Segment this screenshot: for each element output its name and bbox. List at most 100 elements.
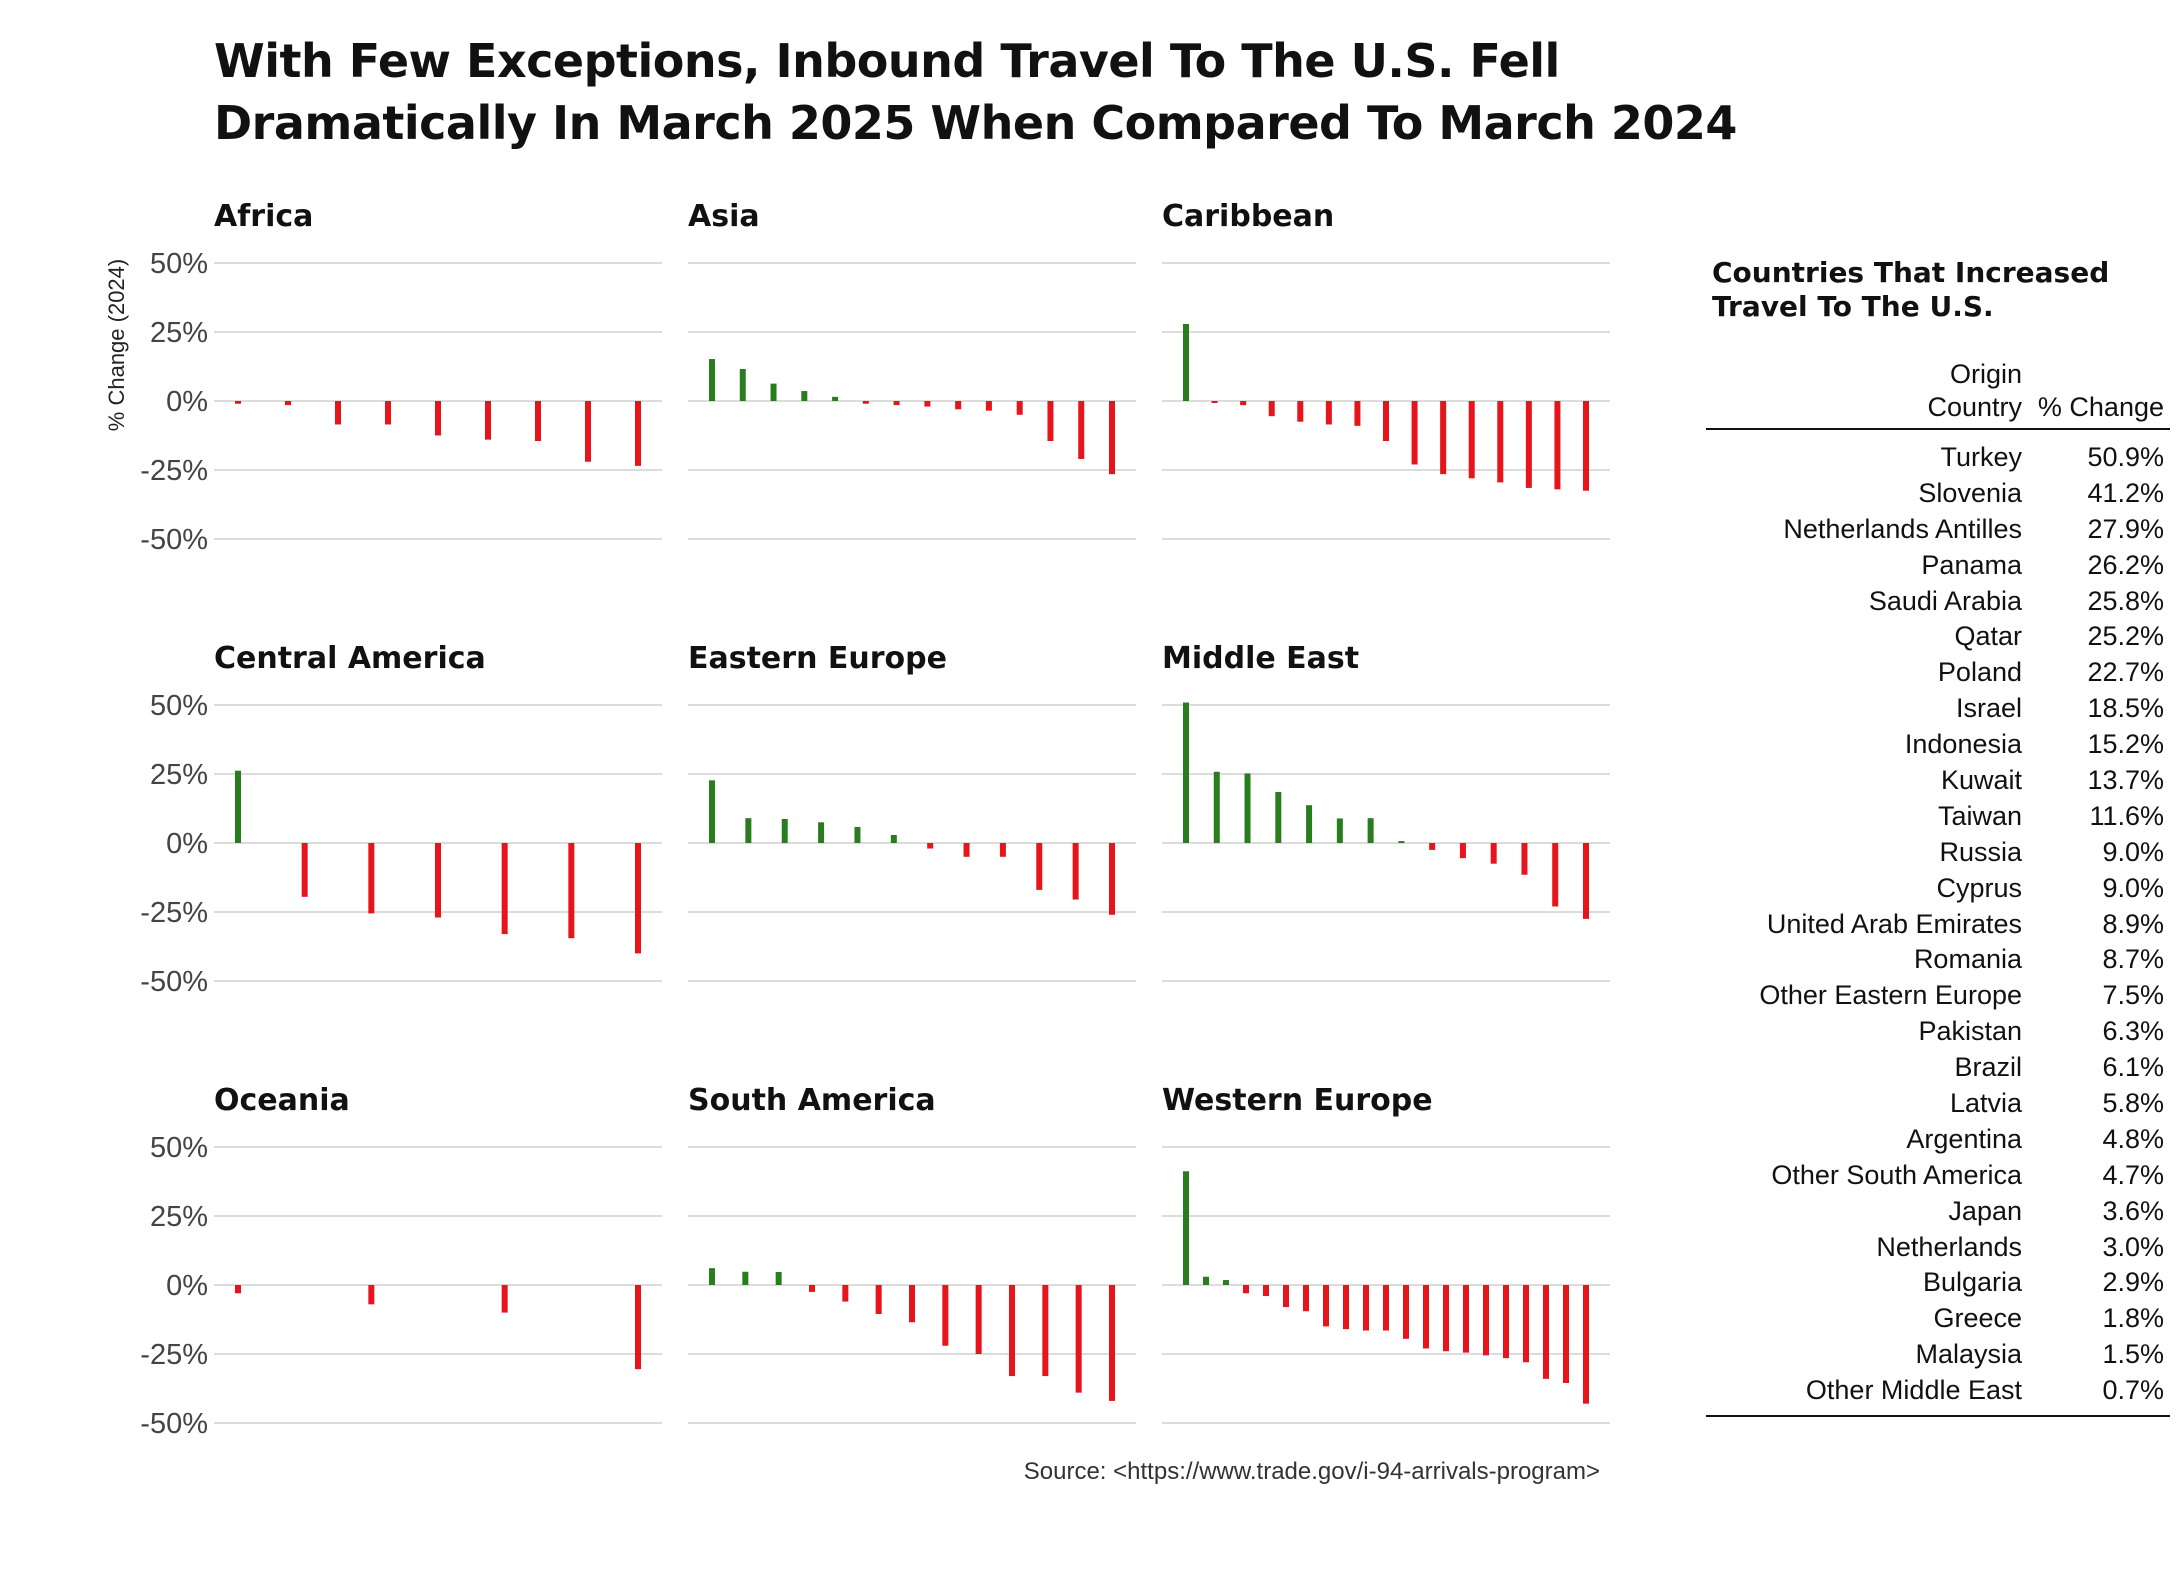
bar-middle-east	[1213, 771, 1220, 843]
panel-title-south-america: South America	[688, 1083, 936, 1118]
change-cell: 6.3%	[2102, 1016, 2164, 1047]
country-cell: Bulgaria	[1922, 1267, 2022, 1298]
bar-western-europe	[1583, 1285, 1589, 1404]
bar-south-america	[942, 1285, 949, 1346]
bar-western-europe	[1543, 1285, 1549, 1379]
country-cell: Latvia	[1949, 1088, 2022, 1119]
bar-asia	[1016, 401, 1023, 415]
bar-asia	[893, 401, 900, 406]
bar-caribbean	[1211, 401, 1218, 403]
country-cell: Pakistan	[1918, 1016, 2022, 1047]
change-cell: 7.5%	[2102, 980, 2164, 1011]
table-row: Latvia 5.8%	[1706, 1086, 2170, 1122]
bar-oceania	[235, 1285, 241, 1294]
table-row: Poland 22.7%	[1706, 655, 2170, 691]
bar-caribbean	[1297, 401, 1304, 422]
table-body: Turkey 50.9% Slovenia 41.2% Netherlands Anti…	[1706, 430, 2170, 1418]
bar-eastern-europe	[963, 843, 970, 857]
table-row: Argentina 4.8%	[1706, 1122, 2170, 1158]
bar-caribbean	[1554, 401, 1561, 490]
bar-africa	[235, 401, 241, 404]
bar-south-america	[1109, 1285, 1115, 1401]
bar-western-europe	[1243, 1285, 1249, 1294]
bar-western-europe	[1423, 1285, 1429, 1349]
bar-asia	[801, 391, 808, 401]
country-cell: Malaysia	[1915, 1339, 2022, 1370]
change-cell: 8.7%	[2102, 944, 2164, 975]
change-cell: 26.2%	[2087, 549, 2164, 580]
bar-central-america	[568, 843, 575, 939]
bar-south-america	[775, 1272, 782, 1285]
y-tick-label: -50%	[140, 524, 208, 556]
bar-western-europe	[1263, 1285, 1269, 1297]
y-tick-label: -50%	[140, 966, 208, 998]
bar-africa	[285, 401, 291, 406]
change-cell: 1.8%	[2102, 1303, 2164, 1334]
change-cell: 4.8%	[2102, 1123, 2164, 1154]
chart-title: With Few Exceptions, Inbound Travel To T…	[214, 30, 1737, 154]
bar-central-america	[368, 843, 375, 914]
change-cell: 3.0%	[2102, 1231, 2164, 1262]
table-title: Countries That Increased Travel To The U…	[1712, 256, 2152, 324]
bar-south-america	[1042, 1285, 1049, 1377]
bar-western-europe	[1343, 1285, 1349, 1330]
table-row: Qatar 25.2%	[1706, 619, 2170, 655]
bar-africa	[585, 401, 591, 462]
country-cell: Other Eastern Europe	[1759, 980, 2022, 1011]
bar-western-europe	[1403, 1285, 1409, 1339]
table-row: Greece 1.8%	[1706, 1301, 2170, 1337]
table-row: Netherlands Antilles 27.9%	[1706, 512, 2170, 548]
country-cell: Other Middle East	[1805, 1375, 2022, 1406]
country-cell: Panama	[1921, 549, 2022, 580]
bar-western-europe	[1463, 1285, 1469, 1353]
country-cell: Indonesia	[1904, 729, 2022, 760]
bar-asia	[709, 359, 715, 401]
country-cell: Kuwait	[1940, 765, 2022, 796]
table-row: Japan 3.6%	[1706, 1194, 2170, 1230]
bar-middle-east	[1244, 773, 1251, 843]
y-tick-label: 25%	[150, 317, 208, 349]
bar-caribbean	[1354, 401, 1361, 426]
change-cell: 6.1%	[2102, 1052, 2164, 1083]
bar-africa	[335, 401, 341, 425]
panel-title-western-europe: Western Europe	[1162, 1083, 1433, 1118]
bar-middle-east	[1367, 818, 1374, 843]
bar-western-europe	[1283, 1285, 1289, 1308]
increase-table: Origin Country % Change Turkey 50.9% Slove…	[1706, 356, 2170, 1418]
bar-south-america	[809, 1285, 815, 1292]
bar-south-america	[1009, 1285, 1015, 1377]
bar-western-europe	[1223, 1280, 1229, 1285]
change-cell: 9.0%	[2102, 872, 2164, 903]
bar-middle-east	[1552, 843, 1559, 907]
panel-title-central-america: Central America	[214, 641, 486, 676]
bar-caribbean	[1268, 401, 1275, 417]
panel-title-africa: Africa	[214, 199, 313, 234]
bar-africa	[435, 401, 441, 436]
table-row: Saudi Arabia 25.8%	[1706, 584, 2170, 620]
table-row: Israel 18.5%	[1706, 691, 2170, 727]
bar-middle-east	[1275, 791, 1282, 843]
bar-middle-east	[1583, 843, 1589, 919]
bar-western-europe	[1323, 1285, 1329, 1327]
country-cell: Other South America	[1771, 1159, 2022, 1190]
change-cell: 2.9%	[2102, 1267, 2164, 1298]
bar-middle-east	[1521, 843, 1528, 875]
bar-africa	[535, 401, 541, 442]
change-cell: 4.7%	[2102, 1159, 2164, 1190]
change-cell: 41.2%	[2087, 477, 2164, 508]
bar-caribbean	[1497, 401, 1504, 483]
y-tick-label: 25%	[150, 759, 208, 791]
bar-central-america	[235, 770, 241, 843]
y-tick-label: 50%	[150, 690, 208, 722]
table-row: Turkey 50.9%	[1706, 440, 2170, 476]
panel-title-oceania: Oceania	[214, 1083, 350, 1118]
table-row: Romania 8.7%	[1706, 942, 2170, 978]
bar-caribbean	[1525, 401, 1532, 488]
change-cell: 9.0%	[2102, 836, 2164, 867]
y-tick-label: 0%	[166, 828, 208, 860]
bar-south-america	[975, 1285, 982, 1354]
bar-middle-east	[1183, 702, 1189, 843]
bar-caribbean	[1325, 401, 1332, 425]
change-cell: 0.7%	[2102, 1375, 2164, 1406]
bar-africa	[485, 401, 491, 440]
